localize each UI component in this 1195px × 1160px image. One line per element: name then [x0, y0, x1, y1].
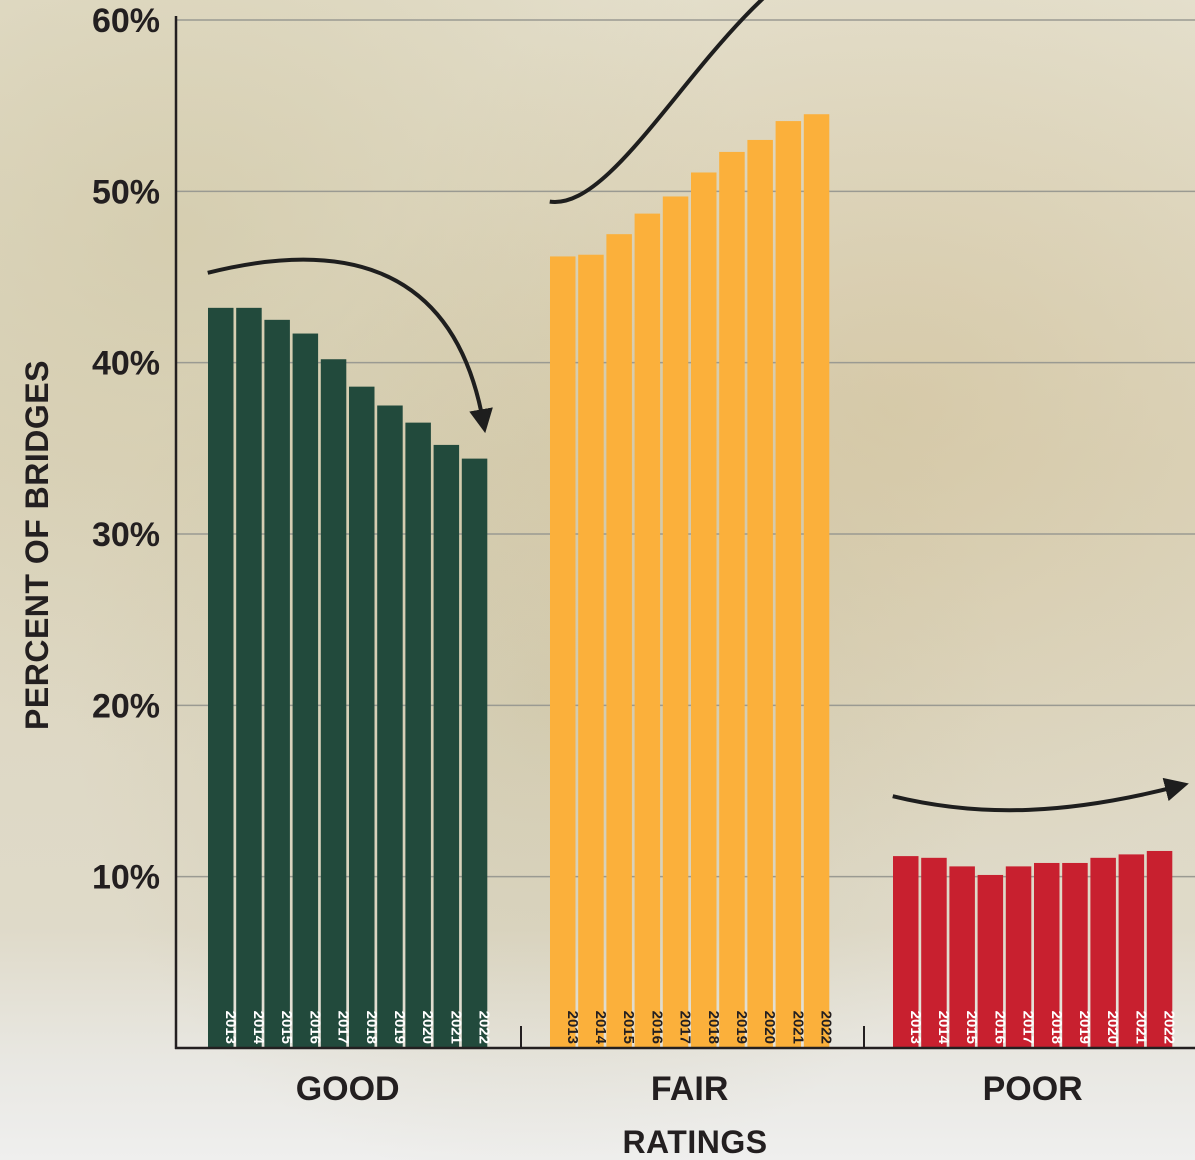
trend-arrow	[549, 0, 765, 204]
bar	[461, 458, 488, 1048]
bar	[550, 256, 576, 1048]
bar-year-label: 2015	[278, 1011, 295, 1044]
y-tick-label: 10%	[92, 859, 160, 897]
trend-arrow	[207, 257, 493, 434]
bar	[1146, 850, 1173, 1048]
bar	[634, 213, 661, 1048]
bar-year-label: 2014	[250, 1011, 267, 1045]
bar	[377, 405, 403, 1048]
bar-year-label: 2020	[1104, 1011, 1121, 1044]
y-tick-label: 20%	[92, 687, 160, 725]
bar-year-label: 2018	[363, 1011, 380, 1044]
bar-year-label: 2022	[1161, 1011, 1178, 1044]
bar-year-label: 2022	[818, 1011, 835, 1044]
bar	[1062, 862, 1088, 1048]
x-category-label: FAIR	[651, 1070, 728, 1108]
bar	[803, 114, 830, 1048]
x-category-label: POOR	[983, 1070, 1083, 1108]
bar	[236, 307, 262, 1049]
bar-year-label: 2015	[620, 1011, 637, 1044]
bar	[320, 359, 347, 1048]
bar-year-label: 2021	[789, 1011, 806, 1044]
trend-arrow	[892, 777, 1189, 813]
axis-labels: 10% 20% 30% 40% 50% 60% GOOD FAIR POOR RATINGS PER…	[19, 2, 1083, 1160]
bar	[1005, 866, 1032, 1048]
bar-year-label: 2017	[1020, 1011, 1037, 1044]
bar	[292, 333, 319, 1048]
bar	[691, 172, 717, 1048]
bar	[606, 234, 632, 1048]
y-tick-label: 50%	[92, 173, 160, 211]
bar	[1034, 862, 1060, 1048]
bar-year-label: 2014	[592, 1011, 609, 1045]
bar	[208, 307, 234, 1049]
bar	[977, 874, 1004, 1048]
bar-year-label: 2016	[991, 1011, 1008, 1044]
y-tick-label: 60%	[92, 2, 160, 40]
bar	[893, 856, 919, 1048]
bar	[662, 196, 689, 1048]
trend-arrows	[207, 0, 1189, 813]
bar-year-label: 2018	[1048, 1011, 1065, 1044]
axes	[174, 16, 1195, 1050]
bar-year-label: 2020	[419, 1011, 436, 1044]
bar-year-label: 2013	[907, 1011, 924, 1044]
bar	[719, 151, 745, 1049]
bar-year-label: 2017	[335, 1011, 352, 1044]
bars: 2013 2014 2015 2016 2017 2018 2019 2020 2021 2022…	[208, 114, 1178, 1049]
bar-year-label: 2018	[705, 1011, 722, 1044]
bar	[264, 319, 290, 1048]
bar-year-label: 2019	[733, 1011, 750, 1044]
bar-year-label: 2017	[677, 1011, 694, 1044]
bar	[775, 121, 802, 1048]
bar-year-label: 2020	[761, 1011, 778, 1044]
bar-year-label: 2015	[963, 1011, 980, 1044]
bar	[433, 444, 460, 1048]
bar-year-label: 2022	[476, 1011, 493, 1044]
bar-year-label: 2021	[447, 1011, 464, 1044]
x-category-label: GOOD	[296, 1070, 400, 1108]
y-axis-title: PERCENT OF BRIDGES	[19, 360, 55, 730]
bar-year-label: 2019	[1076, 1011, 1093, 1044]
bar-year-label: 2021	[1132, 1011, 1149, 1044]
y-tick-label: 30%	[92, 516, 160, 554]
bar	[1090, 857, 1116, 1048]
bar-year-label: 2016	[648, 1011, 665, 1044]
x-axis-title: RATINGS	[622, 1124, 767, 1160]
bar	[747, 139, 773, 1048]
bar	[405, 422, 431, 1049]
bar	[578, 254, 604, 1048]
bar	[349, 386, 375, 1048]
bar-year-label: 2019	[391, 1011, 408, 1044]
bar-year-label: 2016	[306, 1011, 323, 1044]
bar-year-label: 2013	[222, 1011, 239, 1044]
bar	[921, 857, 947, 1048]
bar	[1118, 854, 1145, 1048]
bar	[949, 866, 975, 1048]
bar-year-label: 2014	[935, 1011, 952, 1045]
bar-year-label: 2013	[564, 1011, 581, 1044]
y-tick-label: 40%	[92, 345, 160, 383]
